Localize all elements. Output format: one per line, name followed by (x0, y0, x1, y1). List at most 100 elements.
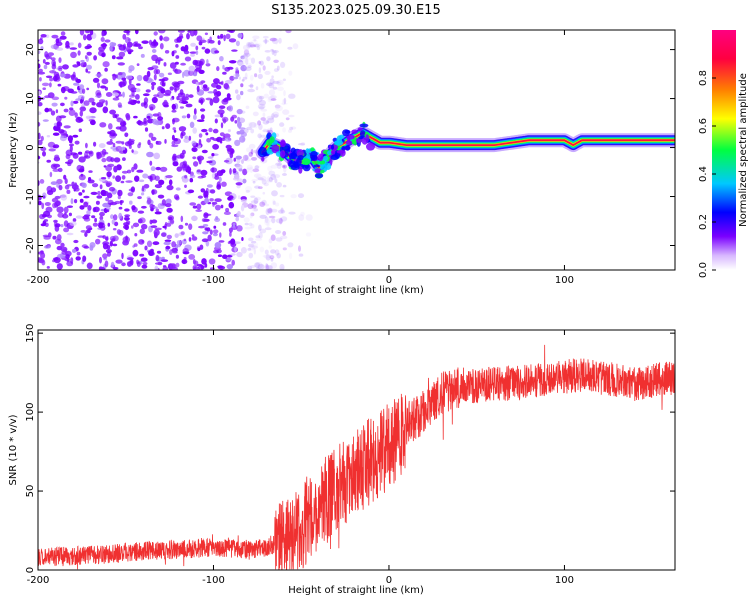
noise-blob (270, 249, 276, 254)
noise-blob (184, 56, 192, 62)
noise-blob (131, 149, 134, 153)
noise-blob (253, 248, 256, 255)
noise-blob (274, 249, 280, 256)
noise-blob (137, 119, 142, 126)
noise-blob (58, 184, 63, 191)
noise-blob (188, 223, 193, 230)
noise-blob (39, 179, 45, 184)
noise-blob (38, 155, 41, 160)
noise-blob (192, 205, 198, 209)
noise-blob (38, 121, 41, 127)
noise-blob (83, 34, 87, 41)
noise-blob (266, 130, 270, 133)
noise-blob (259, 134, 262, 141)
noise-blob (44, 202, 51, 206)
ridge-blob (327, 150, 332, 156)
noise-blob (158, 72, 165, 78)
noise-blob (133, 115, 138, 119)
noise-blob (196, 203, 202, 210)
noise-blob (153, 31, 158, 36)
noise-blob (163, 99, 168, 105)
noise-blob (210, 167, 218, 173)
noise-blob (228, 195, 234, 200)
noise-blob (300, 142, 306, 146)
noise-blob (139, 179, 145, 183)
noise-blob (90, 191, 98, 195)
noise-blob (272, 50, 279, 53)
noise-blob (53, 71, 60, 78)
noise-blob (276, 65, 280, 71)
noise-blob (163, 36, 170, 42)
noise-blob (192, 259, 196, 265)
noise-blob (164, 89, 172, 95)
noise-blob (189, 51, 197, 54)
noise-blob (111, 92, 119, 97)
noise-blob (245, 189, 250, 193)
noise-blob (253, 43, 260, 48)
noise-blob (78, 192, 83, 196)
noise-blob (221, 181, 227, 187)
noise-blob (131, 166, 135, 173)
noise-blob (120, 121, 127, 127)
noise-blob (288, 129, 292, 133)
noise-blob (282, 109, 290, 115)
noise-blob (279, 122, 285, 127)
noise-blob (212, 96, 220, 104)
noise-blob (86, 262, 93, 270)
noise-blob (99, 184, 103, 190)
noise-blob (85, 142, 88, 149)
noise-blob (201, 218, 207, 223)
noise-blob (179, 89, 184, 96)
noise-blob (128, 97, 132, 103)
noise-blob (161, 126, 165, 130)
noise-blob (146, 240, 153, 248)
noise-blob (123, 30, 131, 34)
ridge-blob (319, 160, 326, 165)
noise-blob (102, 243, 109, 250)
noise-blob (52, 168, 60, 172)
noise-blob (245, 58, 249, 65)
noise-blob (32, 165, 38, 168)
noise-blob (265, 208, 270, 216)
noise-blob (272, 37, 279, 45)
noise-blob (175, 55, 180, 59)
noise-blob (122, 33, 127, 40)
noise-blob (136, 169, 144, 173)
noise-blob (236, 94, 241, 101)
colorbar-tick-label: 0.4 (698, 166, 709, 182)
noise-blob (269, 78, 275, 85)
noise-blob (109, 109, 116, 115)
noise-blob (262, 129, 270, 132)
noise-blob (45, 75, 53, 79)
noise-blob (48, 232, 52, 238)
noise-blob (85, 225, 92, 230)
noise-blob (221, 80, 224, 86)
snr-x-label: Height of straight line (km) (288, 585, 424, 596)
noise-blob (206, 160, 213, 164)
noise-blob (83, 100, 90, 106)
noise-blob (121, 77, 127, 81)
noise-blob (41, 202, 45, 210)
noise-blob (178, 224, 184, 230)
noise-blob (175, 254, 179, 259)
noise-blob (197, 195, 203, 199)
snr-series-line (38, 344, 675, 570)
ridge-blob (358, 136, 364, 140)
noise-blob (117, 102, 122, 108)
ridge-blob (323, 155, 328, 161)
noise-blob (66, 232, 74, 236)
noise-blob (232, 222, 236, 228)
noise-blob (122, 157, 126, 162)
noise-blob (31, 78, 37, 84)
noise-blob (204, 48, 211, 54)
noise-blob (115, 74, 118, 79)
noise-blob (271, 75, 274, 79)
noise-blob (181, 177, 189, 183)
y-tick-label: 0 (25, 144, 36, 150)
noise-blob (43, 219, 49, 222)
noise-blob (224, 66, 231, 72)
noise-blob (229, 75, 235, 81)
noise-blob (172, 251, 178, 254)
noise-blob (60, 102, 65, 107)
